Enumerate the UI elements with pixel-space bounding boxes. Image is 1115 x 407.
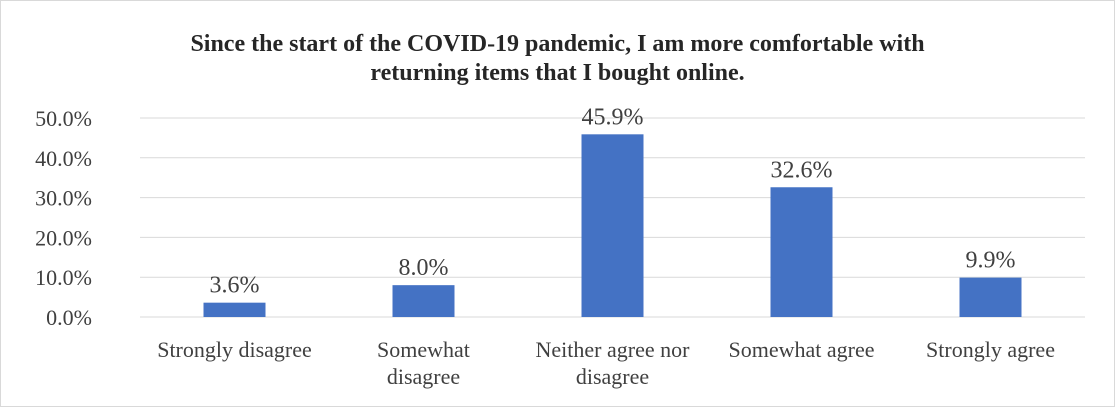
bar	[392, 285, 455, 317]
x-axis: Strongly disagree SomewhatdisagreeNeither…	[157, 337, 1055, 389]
y-axis: 0.0% 10.0% 20.0% 30.0% 40.0% 50.0%	[35, 106, 92, 330]
chart-title: Since the start of the COVID-19 pandemic…	[0, 30, 1115, 88]
data-label: 8.0%	[399, 255, 449, 281]
data-label: 9.9%	[966, 248, 1016, 274]
y-tick-label: 50.0%	[35, 106, 92, 131]
chart-title-line-2: returning items that I bought online.	[370, 60, 745, 86]
data-label: 32.6%	[771, 157, 833, 183]
x-tick-label: disagree	[387, 364, 460, 389]
data-label: 45.9%	[582, 104, 644, 130]
bar	[203, 302, 266, 317]
x-tick-label: Neither agree nor	[536, 337, 691, 362]
y-tick-label: 20.0%	[35, 225, 92, 250]
y-tick-label: 10.0%	[35, 265, 92, 290]
bar	[581, 134, 644, 317]
bar	[959, 277, 1022, 317]
y-tick-label: 40.0%	[35, 146, 92, 171]
x-tick-label: Strongly disagree	[157, 337, 312, 362]
y-tick-label: 30.0%	[35, 186, 92, 211]
chart-title-line-1: Since the start of the COVID-19 pandemic…	[190, 31, 925, 57]
x-tick-label: Somewhat agree	[729, 337, 875, 362]
bar	[770, 187, 833, 317]
data-label: 3.6%	[210, 273, 260, 299]
data-labels: 3.6% 8.0% 45.9% 32.6% 9.9%	[210, 104, 1016, 298]
x-tick-label: Strongly agree	[926, 337, 1055, 362]
bars	[203, 134, 1022, 317]
x-tick-label: disagree	[576, 364, 649, 389]
y-tick-label: 0.0%	[46, 305, 92, 330]
x-tick-label: Somewhat	[377, 337, 470, 362]
